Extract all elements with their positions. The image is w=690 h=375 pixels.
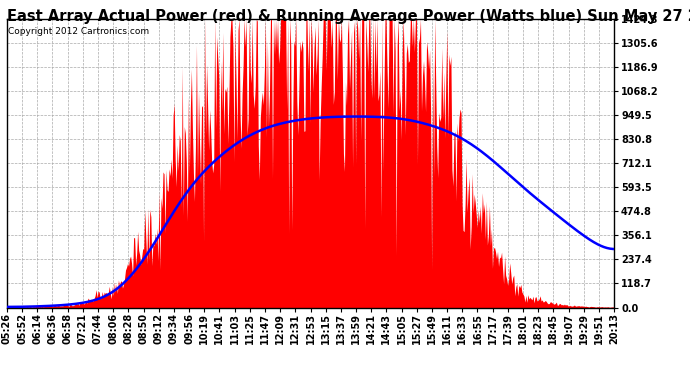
Text: East Array Actual Power (red) & Running Average Power (Watts blue) Sun May 27 20: East Array Actual Power (red) & Running … — [7, 9, 690, 24]
Text: Copyright 2012 Cartronics.com: Copyright 2012 Cartronics.com — [8, 27, 149, 36]
